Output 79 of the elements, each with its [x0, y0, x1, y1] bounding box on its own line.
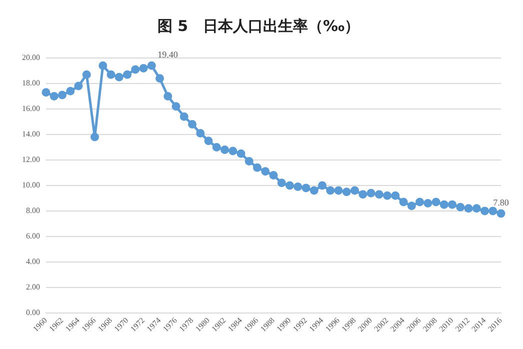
point [114, 72, 124, 82]
point [212, 142, 221, 152]
point [472, 204, 481, 213]
point [42, 88, 50, 97]
point [391, 191, 400, 200]
chart-title: 图 5 日本人口出生率（‰） [157, 16, 360, 35]
point [269, 171, 278, 180]
y-tick-label: 10.00 [22, 180, 40, 190]
y-tick-label: 2.00 [26, 282, 40, 292]
y-tick-label: 12.00 [22, 155, 40, 164]
x-tick-label: 1962 [47, 316, 66, 334]
y-tick-label: 4.00 [26, 257, 40, 266]
point [358, 190, 368, 199]
point [139, 64, 148, 72]
point [448, 200, 456, 209]
y-tick-label: 18.00 [22, 78, 40, 88]
point [407, 202, 416, 210]
y-tick-label: 20.00 [22, 53, 40, 62]
point [188, 120, 196, 129]
x-tick-label: 1980 [194, 316, 212, 334]
data-label: 19.40 [158, 50, 178, 60]
y-tick-label: 0.00 [26, 308, 40, 317]
point [180, 112, 188, 121]
point [106, 70, 116, 79]
point [342, 188, 351, 196]
point [123, 70, 132, 79]
point [488, 206, 498, 216]
y-tick-label: 14.00 [22, 130, 40, 139]
point [58, 90, 66, 100]
point [326, 186, 335, 195]
point [90, 132, 99, 142]
point [147, 61, 156, 70]
x-tick-label: 1970 [112, 316, 130, 334]
point [318, 181, 326, 190]
point [131, 65, 140, 74]
point [253, 163, 262, 172]
point [50, 92, 58, 100]
point [286, 181, 294, 190]
y-tick-label: 16.00 [22, 104, 40, 114]
point [480, 206, 489, 216]
point [220, 146, 229, 154]
point [334, 186, 343, 195]
point [261, 167, 270, 176]
point [164, 92, 172, 100]
x-tick-label: 1982 [210, 316, 228, 334]
y-tick-label: 8.00 [26, 206, 40, 216]
y-tick-label: 6.00 [26, 232, 40, 241]
point [383, 191, 392, 200]
point [432, 198, 440, 206]
point [156, 74, 164, 83]
x-tick-label: 1992 [291, 316, 309, 334]
x-tick-label: 1960 [31, 316, 49, 334]
point [310, 186, 318, 195]
point [416, 198, 424, 206]
data-label: 7.80 [493, 197, 510, 208]
x-tick-label: 1990 [274, 316, 293, 334]
point [244, 156, 254, 166]
point [277, 178, 286, 188]
point [464, 204, 473, 213]
point [496, 209, 506, 218]
point [66, 86, 75, 96]
point [366, 188, 376, 198]
point [228, 146, 238, 156]
point [196, 128, 205, 138]
point [172, 102, 180, 111]
point [302, 184, 310, 192]
point [236, 149, 246, 158]
point [74, 82, 83, 90]
point [98, 61, 108, 70]
point [374, 190, 384, 199]
point [350, 186, 359, 195]
point [204, 136, 213, 146]
x-tick-label: 1972 [128, 316, 146, 334]
point [82, 70, 91, 79]
point [440, 200, 448, 209]
point [456, 202, 465, 212]
point [424, 199, 432, 208]
point [399, 198, 408, 206]
point [294, 182, 302, 191]
